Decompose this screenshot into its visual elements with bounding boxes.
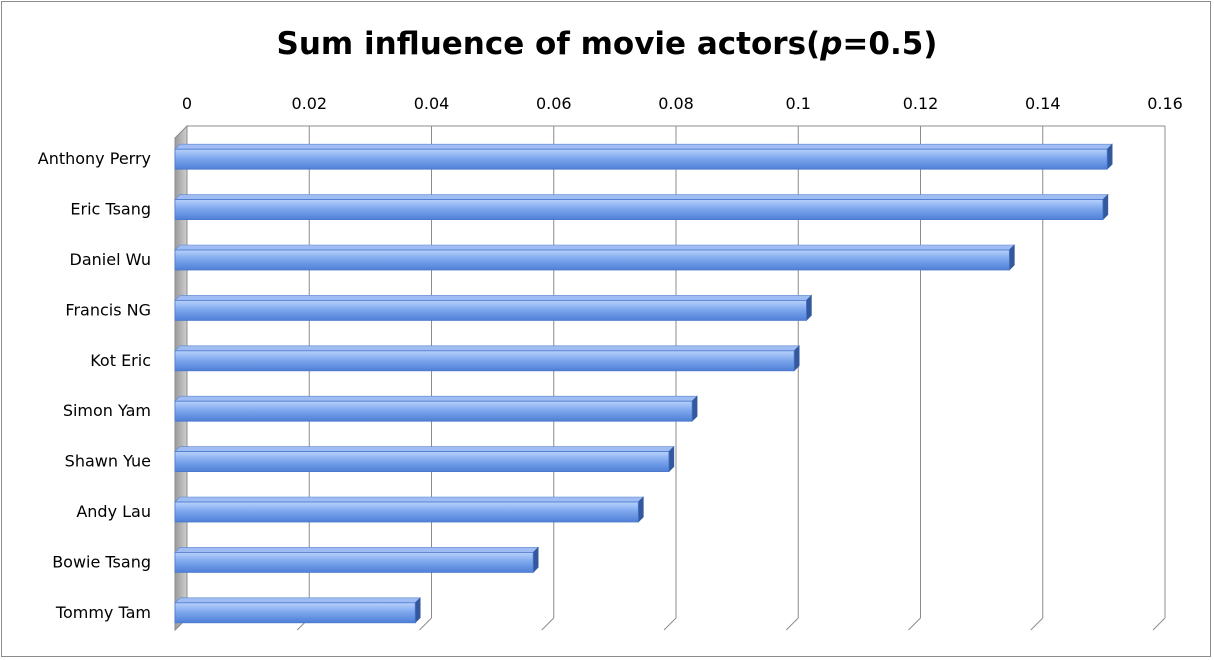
x-tick-label: 0.04: [414, 94, 450, 113]
gridline-depth-tick: [1152, 617, 1166, 631]
gridline-depth-tick: [908, 617, 921, 631]
category-label: Francis NG: [65, 300, 151, 319]
bar-top-face: [174, 244, 1016, 251]
x-tick-label: 0.1: [786, 94, 811, 113]
category-label: Bowie Tsang: [52, 552, 151, 571]
bar: [174, 552, 534, 573]
bar: [174, 602, 416, 624]
category-label: Simon Yam: [63, 401, 151, 420]
category-label: Tommy Tam: [55, 603, 151, 622]
x-tick-label: 0.02: [291, 94, 327, 113]
bar-top-face: [174, 295, 813, 301]
x-tick-label: 0: [182, 94, 192, 113]
x-tick-label: 0.14: [1025, 94, 1061, 113]
labels-layer: 0 0.02 0.04 0.06 0.08 0.1 0.12 0.14 0.16 Anthony …: [38, 94, 1183, 622]
bar: [174, 501, 639, 523]
bar: [174, 249, 1010, 271]
bar-top-face: [174, 446, 675, 452]
gridline-depth-tick: [541, 617, 555, 631]
bar-top-face: [174, 547, 539, 553]
category-label: Andy Lau: [76, 502, 151, 521]
x-tick-label: 0.06: [536, 94, 572, 113]
x-tick-label: 0.12: [903, 94, 939, 113]
bar: [174, 400, 693, 422]
chart-title-rest: =0.5): [842, 26, 938, 62]
bar-top-face: [174, 345, 800, 352]
gridline-depth-tick: [785, 617, 799, 631]
category-label: Eric Tsang: [70, 200, 151, 219]
bar-top-face: [174, 496, 645, 503]
gridline-depth-tick: [1030, 617, 1044, 631]
bar: [174, 350, 795, 372]
chart-title: Sum influence of movie actors(p=0.5): [0, 26, 1214, 62]
bar: [174, 451, 670, 473]
bar-top-face: [174, 395, 698, 402]
bar-top-face: [174, 597, 421, 604]
bar: [174, 199, 1104, 221]
bar-top-face: [174, 143, 1113, 150]
bar: [174, 299, 807, 321]
bar: [174, 148, 1108, 170]
gridline-depth-tick: [419, 617, 432, 631]
bars-layer: [174, 143, 1113, 624]
category-label: Kot Eric: [90, 351, 151, 370]
bar-top-face: [174, 194, 1109, 200]
chart-title-variable: p: [820, 26, 843, 62]
x-tick-label: 0.16: [1147, 94, 1183, 113]
chart-title-main: Sum influence of movie actors(: [276, 26, 821, 62]
x-tick-label: 0.08: [658, 94, 694, 113]
gridline-depth-tick: [663, 617, 677, 631]
category-label: Anthony Perry: [38, 149, 151, 168]
category-label: Daniel Wu: [70, 250, 151, 269]
category-label: Shawn Yue: [65, 452, 151, 471]
